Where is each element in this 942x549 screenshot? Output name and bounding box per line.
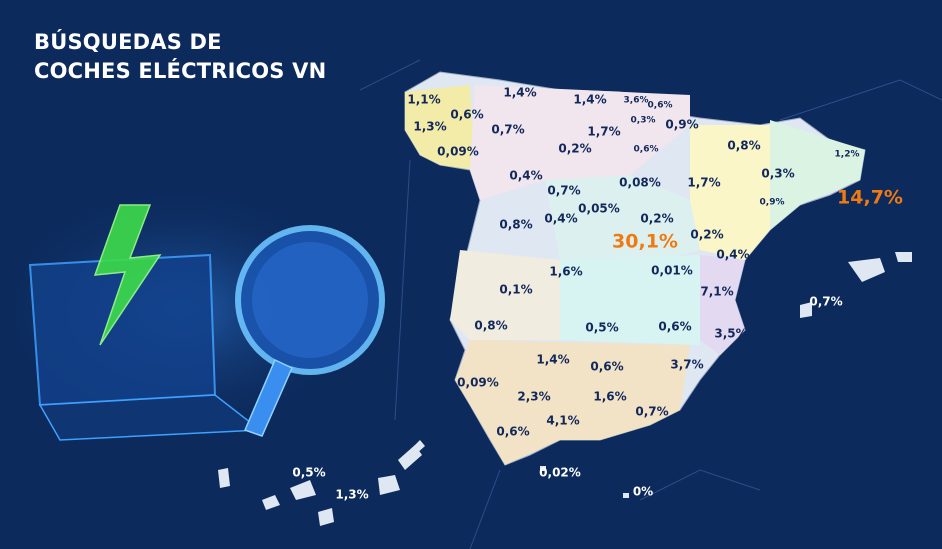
region-label: 1,4%	[503, 86, 536, 100]
canary-islands	[218, 440, 425, 526]
region-label: 0,2%	[640, 212, 673, 226]
region-label: 0,8%	[727, 139, 760, 153]
region-label: 0,09%	[437, 145, 479, 159]
region-label: 0,02%	[539, 466, 581, 480]
region-label: 0,6%	[658, 320, 691, 334]
region-label: 3,5%	[714, 327, 747, 341]
region-label: 0,5%	[585, 321, 618, 335]
region-label: 0,9%	[760, 198, 785, 208]
region-label: 0,6%	[590, 360, 623, 374]
region-label: 0,9%	[665, 118, 698, 132]
region-label: 0,2%	[690, 228, 723, 242]
region-label: 0,5%	[292, 466, 325, 480]
region-label: 0,09%	[457, 376, 499, 390]
region-label: 0,6%	[450, 108, 483, 122]
region-label: 0,6%	[634, 145, 659, 155]
region-label: 1,3%	[413, 120, 446, 134]
coastline-decoration	[359, 59, 942, 549]
region-label: 0,8%	[499, 218, 532, 232]
illustration	[0, 180, 385, 441]
region-label: 1,7%	[587, 125, 620, 139]
title-line: BÚSQUEDAS DE	[34, 30, 222, 54]
region-label: 4,1%	[546, 414, 579, 428]
region-label: 30,1%	[612, 231, 678, 253]
region-label: 0,4%	[716, 248, 749, 262]
title: BÚSQUEDAS DE COCHES ELÉCTRICOS VN	[34, 28, 326, 86]
region-label: 1,6%	[549, 265, 582, 279]
region-label: 7,1%	[700, 285, 733, 299]
region-label: 0,05%	[578, 202, 620, 216]
region-label: 0,7%	[491, 123, 524, 137]
region-label: 1,2%	[835, 150, 860, 160]
region-label: 0,1%	[499, 283, 532, 297]
peninsula	[404, 71, 866, 466]
region-label: 0,4%	[509, 169, 542, 183]
region-label: 2,3%	[517, 390, 550, 404]
region-label: 1,4%	[536, 353, 569, 367]
region-label: 0%	[633, 485, 653, 499]
balearic-islands	[800, 252, 912, 318]
region-label: 1,3%	[335, 488, 368, 502]
region-label: 1,4%	[573, 93, 606, 107]
region-label: 3,6%	[624, 96, 649, 106]
region-label: 0,01%	[651, 264, 693, 278]
region-label: 0,7%	[635, 405, 668, 419]
region-label: 0,7%	[809, 295, 842, 309]
title-line: COCHES ELÉCTRICOS VN	[34, 59, 327, 83]
region-label: 0,3%	[631, 116, 656, 126]
region-label: 3,7%	[670, 358, 703, 372]
region-label: 0,6%	[648, 101, 673, 111]
region-label: 0,6%	[496, 425, 529, 439]
region-label: 14,7%	[837, 187, 903, 209]
ceuta	[540, 466, 546, 471]
melilla	[623, 493, 629, 498]
region-label: 0,3%	[761, 167, 794, 181]
labels: 1,1%0,6%1,3%0,09%1,4% 1,4% 3,6% 0,6%0,3%0,7…	[292, 86, 903, 502]
region-label: 0,4%	[544, 212, 577, 226]
region-label: 1,7%	[687, 176, 720, 190]
region-label: 0,2%	[558, 142, 591, 156]
region-label: 1,6%	[593, 390, 626, 404]
region-label: 1,1%	[407, 93, 440, 107]
region-label: 0,8%	[474, 319, 507, 333]
region-label: 0,7%	[547, 184, 580, 198]
region-label: 0,08%	[619, 176, 661, 190]
